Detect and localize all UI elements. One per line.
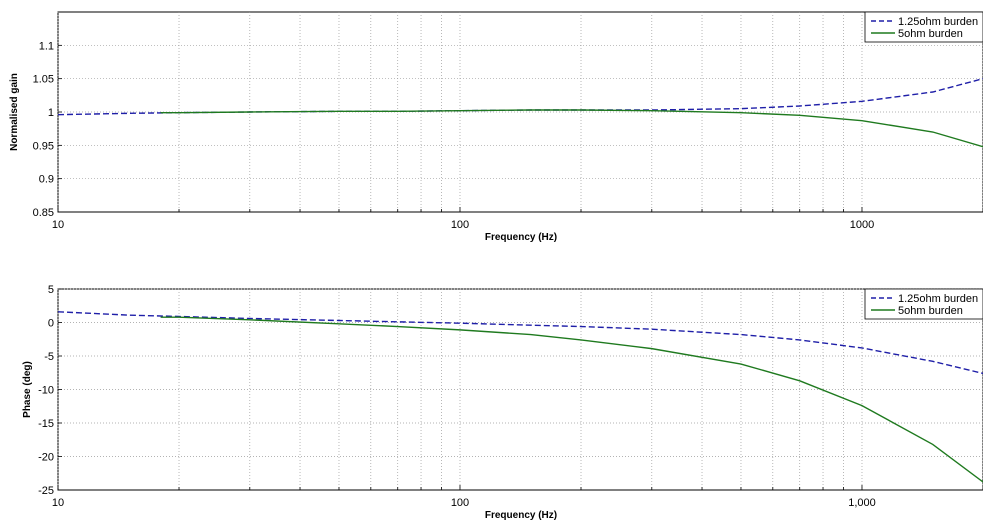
x-tick-label: 10 [52, 497, 64, 509]
y-axis-label: Phase (deg) [22, 361, 33, 418]
y-tick-label: -20 [38, 452, 54, 464]
y-tick-label: -25 [38, 485, 54, 497]
y-tick-label: 0.9 [39, 174, 54, 186]
phase-plot: -25 -20 -15 -10 -5 0 5 10 100 1,000 Frequency (Hz)… [22, 284, 983, 521]
legend-entry: 1.25ohm burden [898, 16, 978, 28]
x-tick-label: 1000 [850, 219, 874, 231]
x-axis-label: Frequency (Hz) [485, 232, 557, 243]
series-line-5ohm [160, 316, 983, 483]
y-tick-label: 5 [48, 284, 54, 296]
y-tick-label: 1.05 [33, 74, 54, 86]
y-tick-label: -5 [44, 351, 54, 363]
x-axis-label: Frequency (Hz) [485, 510, 557, 521]
legend-entry: 1.25ohm burden [898, 293, 978, 305]
x-tick-label: 10 [52, 219, 64, 231]
x-tick-label: 100 [451, 219, 469, 231]
series-line-1-25ohm [58, 311, 983, 375]
y-tick-label: 0 [48, 318, 54, 330]
legend-entry: 5ohm burden [898, 305, 963, 317]
y-tick-label: 1.1 [39, 40, 54, 52]
legend-box [864, 288, 983, 320]
y-tick-label: 0.95 [33, 140, 54, 152]
x-tick-label: 100 [451, 497, 469, 509]
y-tick-label: 1 [48, 107, 54, 119]
y-tick-label: 0.85 [33, 207, 54, 219]
y-axis-label: Normalised gain [9, 73, 20, 151]
legend-box [864, 11, 983, 43]
gain-plot: 0.85 0.9 0.95 1 1.05 1.1 10 100 1000 Frequency (H… [9, 11, 983, 243]
y-tick-label: -10 [38, 385, 54, 397]
y-tick-label: -15 [38, 418, 54, 430]
x-tick-label: 1,000 [848, 497, 876, 509]
series-line-5ohm [160, 109, 983, 148]
legend-entry: 5ohm burden [898, 28, 963, 40]
